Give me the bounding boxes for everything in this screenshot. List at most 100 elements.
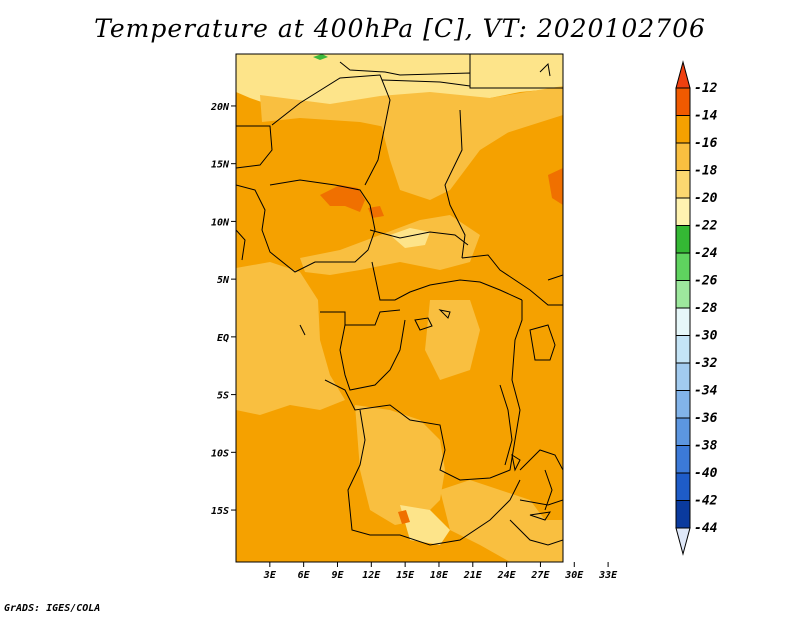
field-pale-south bbox=[400, 505, 450, 545]
colorbar-swatch bbox=[675, 417, 691, 446]
latitude-axis: 20N 15N 10N 5N EQ 5S 10S 15S bbox=[210, 102, 236, 517]
colorbar-swatch bbox=[675, 225, 691, 254]
lon-tick-label: 6E bbox=[298, 570, 311, 581]
border-line bbox=[539, 62, 551, 77]
colorbar-label: -38 bbox=[694, 439, 718, 454]
lat-tick-label: 10N bbox=[211, 217, 230, 228]
colorbar-label: -34 bbox=[694, 384, 718, 399]
field-light-inner bbox=[425, 300, 480, 380]
border-line bbox=[347, 409, 521, 546]
colorbar-swatch bbox=[675, 115, 691, 144]
colorbar-label: -40 bbox=[694, 466, 718, 481]
colorbar-label: -20 bbox=[694, 191, 718, 206]
colorbar-swatch bbox=[675, 252, 691, 281]
lon-tick-label: 12E bbox=[362, 570, 381, 581]
field-green-speck bbox=[313, 54, 328, 60]
colorbar-label: -22 bbox=[694, 219, 718, 234]
lon-tick-label: 3E bbox=[263, 570, 277, 581]
map-frame bbox=[235, 53, 564, 563]
colorbar-swatch bbox=[675, 280, 691, 309]
colorbar-swatch bbox=[675, 500, 691, 529]
lon-tick-label: 33E bbox=[598, 570, 618, 581]
border-line bbox=[339, 319, 406, 391]
colorbar-label: -32 bbox=[694, 356, 718, 371]
colorbar-swatch bbox=[675, 390, 691, 419]
border-line bbox=[236, 184, 325, 273]
border-line bbox=[499, 384, 513, 466]
lon-tick-label: 18E bbox=[430, 570, 449, 581]
lat-tick-label: EQ bbox=[217, 333, 229, 344]
colorbar-swatch bbox=[675, 87, 691, 116]
colorbar-label: -30 bbox=[694, 329, 718, 344]
colorbar-swatch bbox=[675, 142, 691, 171]
lake-outline bbox=[529, 511, 551, 521]
colorbar-swatch bbox=[675, 307, 691, 336]
border-line bbox=[271, 74, 391, 186]
field-pale-center bbox=[390, 228, 430, 248]
colorbar-label: -14 bbox=[694, 109, 718, 124]
border-line bbox=[469, 54, 563, 89]
field-warm-south bbox=[398, 510, 410, 524]
colorbar-bottom-arrow bbox=[675, 527, 691, 556]
lon-tick-label: 27E bbox=[530, 570, 550, 581]
country-borders bbox=[236, 54, 563, 546]
border-line bbox=[544, 469, 553, 511]
lake-outline bbox=[511, 453, 521, 472]
colorbar-label: -36 bbox=[694, 411, 718, 426]
border-line bbox=[519, 449, 563, 471]
colorbar-swatch bbox=[675, 197, 691, 226]
field-light-north-2 bbox=[380, 100, 520, 200]
field-light-central bbox=[300, 215, 480, 275]
lon-tick-label: 24E bbox=[497, 570, 517, 581]
lake-outline bbox=[414, 317, 433, 331]
border-line bbox=[509, 519, 563, 546]
map-title: Temperature at 400hPa [C], VT: 202010270… bbox=[94, 14, 706, 43]
colorbar-label: -12 bbox=[694, 81, 718, 96]
border-line bbox=[547, 274, 563, 281]
colorbar-top-arrow bbox=[675, 60, 691, 89]
border-line bbox=[236, 229, 246, 261]
lat-tick-label: 5N bbox=[217, 275, 230, 286]
colorbar: -12 -14 -16 -18 -20 -22 -24 -26 -28 -30 -32 -34 -36 -… bbox=[675, 60, 718, 556]
temperature-field bbox=[236, 54, 563, 562]
lon-tick-label: 30E bbox=[564, 570, 584, 581]
field-warm-east bbox=[548, 168, 563, 205]
colorbar-label: -24 bbox=[694, 246, 718, 261]
border-line bbox=[461, 254, 563, 306]
lon-tick-label: 21E bbox=[463, 570, 483, 581]
border-line bbox=[529, 324, 556, 361]
colorbar-label: -44 bbox=[694, 521, 718, 536]
lat-tick-label: 20N bbox=[210, 102, 230, 113]
border-line bbox=[519, 499, 563, 506]
lat-tick-label: 10S bbox=[211, 448, 229, 459]
field-light-southeast bbox=[440, 480, 563, 562]
border-line bbox=[444, 109, 466, 259]
border-line bbox=[381, 79, 471, 87]
colorbar-label: -18 bbox=[694, 164, 718, 179]
colorbar-swatch bbox=[675, 362, 691, 391]
field-light-south bbox=[355, 405, 445, 525]
field-light-west bbox=[236, 262, 345, 415]
field-warm-north bbox=[320, 185, 365, 212]
longitude-axis: 3E 6E 9E 12E 15E 18E 21E 24E 27E 30E 33E bbox=[263, 562, 618, 581]
lat-tick-label: 15S bbox=[211, 506, 229, 517]
border-line bbox=[236, 125, 273, 169]
border-line bbox=[324, 379, 516, 481]
colorbar-swatch bbox=[675, 445, 691, 474]
lat-tick-label: 15N bbox=[211, 160, 230, 171]
lake-outline bbox=[438, 309, 451, 319]
lat-tick-label: 5S bbox=[217, 391, 229, 402]
grads-credit: GrADS: IGES/COLA bbox=[4, 603, 101, 614]
colorbar-label: -42 bbox=[694, 494, 718, 509]
lon-tick-label: 15E bbox=[396, 570, 415, 581]
lon-tick-label: 9E bbox=[331, 570, 344, 581]
colorbar-label: -16 bbox=[694, 136, 718, 151]
colorbar-swatch bbox=[675, 170, 691, 199]
border-line bbox=[320, 309, 401, 326]
colorbar-swatch bbox=[675, 472, 691, 501]
border-line bbox=[371, 261, 523, 301]
border-line bbox=[511, 300, 523, 441]
colorbar-swatch bbox=[675, 335, 691, 364]
border-line bbox=[299, 324, 306, 336]
